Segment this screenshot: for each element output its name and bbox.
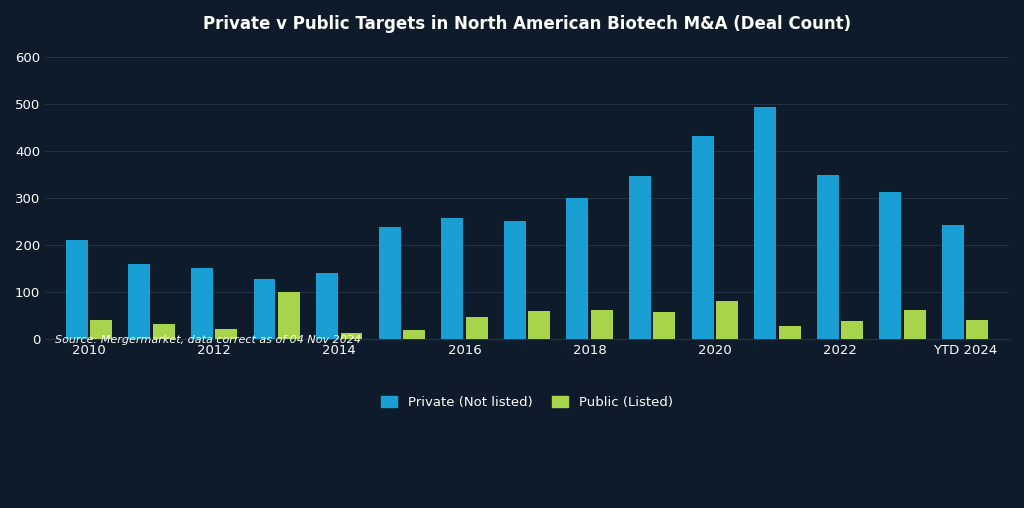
Bar — [691, 136, 714, 339]
Bar — [880, 192, 901, 339]
Bar — [504, 220, 525, 339]
Bar — [566, 198, 589, 339]
Bar — [66, 240, 88, 339]
Bar — [341, 333, 362, 339]
Bar — [842, 322, 863, 339]
Bar — [629, 176, 651, 339]
Bar — [215, 329, 238, 339]
Bar — [716, 301, 738, 339]
Bar — [942, 225, 964, 339]
Bar — [967, 321, 988, 339]
Text: Source: Mergermarket, data correct as of 04 Nov 2024: Source: Mergermarket, data correct as of… — [54, 335, 360, 345]
Bar — [379, 227, 400, 339]
Bar — [466, 317, 487, 339]
Bar — [904, 310, 926, 339]
Bar — [441, 218, 463, 339]
Bar — [153, 324, 175, 339]
Legend: Private (Not listed), Public (Listed): Private (Not listed), Public (Listed) — [375, 390, 679, 416]
Bar — [778, 326, 801, 339]
Bar — [591, 310, 612, 339]
Bar — [755, 107, 776, 339]
Bar — [128, 264, 151, 339]
Bar — [316, 273, 338, 339]
Bar — [403, 330, 425, 339]
Bar — [90, 321, 112, 339]
Bar — [528, 311, 550, 339]
Bar — [190, 268, 213, 339]
Bar — [254, 279, 275, 339]
Bar — [278, 292, 300, 339]
Bar — [817, 175, 839, 339]
Bar — [653, 312, 676, 339]
Title: Private v Public Targets in North American Biotech M&A (Deal Count): Private v Public Targets in North Americ… — [203, 15, 851, 33]
